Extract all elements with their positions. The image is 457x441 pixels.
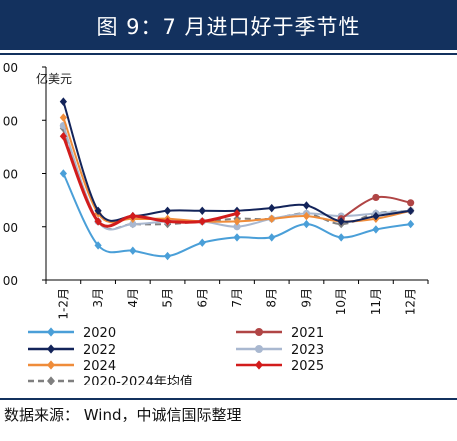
data-point — [233, 217, 241, 226]
data-point — [163, 206, 172, 215]
series-2025 — [59, 132, 241, 228]
legend-item-2023: 2023 — [236, 343, 324, 358]
legend-label: 2020 — [83, 326, 116, 341]
data-point — [268, 214, 276, 223]
y-tick-label: 00 — [3, 221, 18, 235]
x-tick-label: 6月 — [195, 288, 209, 308]
data-point — [163, 217, 172, 226]
series-2022 — [59, 97, 415, 226]
data-point — [47, 360, 55, 370]
data-point — [268, 233, 276, 242]
series-2020 — [59, 169, 415, 261]
series-line — [61, 135, 238, 228]
x-tick-label: 10月 — [334, 288, 348, 315]
x-tick-label: 12月 — [404, 288, 418, 315]
source-rule — [0, 398, 457, 400]
data-point — [302, 219, 311, 229]
data-point — [372, 225, 380, 234]
data-point — [337, 233, 345, 242]
x-tick-label: 11月 — [369, 288, 383, 315]
data-point — [47, 344, 55, 354]
data-point — [59, 169, 67, 178]
y-axis-unit-label: 亿美元 — [36, 72, 73, 86]
x-tick-label: 4月 — [126, 288, 140, 308]
title-bar: 图 9：7 月进口好于季节性 — [0, 0, 457, 50]
data-point — [255, 328, 263, 336]
figure-title: 图 9：7 月进口好于季节性 — [96, 15, 361, 39]
data-point — [233, 223, 241, 231]
data-point — [337, 217, 345, 226]
x-tick-label: 1-2月 — [56, 288, 70, 320]
x-tick-label: 5月 — [161, 288, 175, 308]
data-point — [47, 327, 55, 337]
series-line — [62, 101, 411, 223]
data-point — [198, 238, 206, 247]
data-point — [129, 246, 137, 255]
x-tick-label: 9月 — [299, 288, 313, 308]
legend-item-2022: 2022 — [28, 343, 116, 358]
legend-label: 2022 — [83, 343, 116, 358]
x-tick-label: 7月 — [230, 288, 244, 308]
title-rule — [0, 53, 457, 55]
legend-item-2024: 2024 — [28, 359, 116, 374]
data-point — [198, 206, 206, 215]
y-tick-label: 00 — [3, 168, 18, 182]
data-point — [302, 211, 311, 221]
data-point — [407, 206, 415, 215]
x-tick-label: 3月 — [91, 288, 105, 308]
data-point — [233, 209, 241, 218]
data-point — [407, 199, 415, 207]
x-axis-ticks: 1-2月 3月 4月 5月 6月 7月 8月 9月 10月 11月 12月 — [45, 280, 429, 320]
data-point — [129, 211, 137, 221]
data-point — [47, 376, 55, 385]
data-point — [94, 241, 102, 250]
legend-label: 2023 — [291, 343, 324, 358]
legend-label: 2020-2024年均值 — [83, 374, 193, 385]
legend-item-2020: 2020 — [28, 326, 116, 341]
data-point — [59, 113, 67, 122]
legend: 2020 2021 2022 2023 2024 2025 2020-2024年均值 — [28, 326, 324, 385]
legend-item-2020-2024年均值: 2020-2024年均值 — [28, 374, 193, 385]
data-point — [198, 217, 206, 226]
legend-label: 2025 — [291, 359, 324, 374]
legend-label: 2021 — [291, 326, 324, 341]
data-point — [372, 193, 380, 202]
data-point — [163, 251, 172, 261]
y-tick-label: 00 — [3, 61, 18, 75]
import-line-chart: 00 00 00 00 00 1-2月 3月 4月 5月 6月 7月 8月 9月 10月 11月 12月 2… — [3, 61, 429, 385]
y-tick-label: 00 — [3, 274, 18, 288]
y-axis-ticks: 00 00 00 00 00 — [3, 61, 46, 288]
data-point — [94, 206, 102, 215]
legend-item-2025: 2025 — [236, 359, 324, 374]
data-point — [233, 233, 241, 242]
series-layer — [59, 97, 415, 261]
data-point — [407, 219, 415, 229]
data-point — [302, 201, 311, 210]
data-point — [94, 217, 102, 226]
data-point — [59, 132, 67, 141]
legend-label: 2024 — [83, 359, 116, 374]
data-point — [59, 97, 67, 106]
legend-item-2021: 2021 — [236, 326, 324, 341]
data-point — [255, 345, 263, 353]
y-tick-label: 00 — [3, 114, 18, 128]
data-point — [372, 211, 380, 221]
data-point — [268, 203, 276, 213]
data-source-note: 数据来源： Wind，中诚信国际整理 — [4, 406, 242, 424]
data-point — [255, 360, 263, 370]
data-point — [129, 220, 137, 228]
x-tick-label: 8月 — [265, 288, 279, 308]
